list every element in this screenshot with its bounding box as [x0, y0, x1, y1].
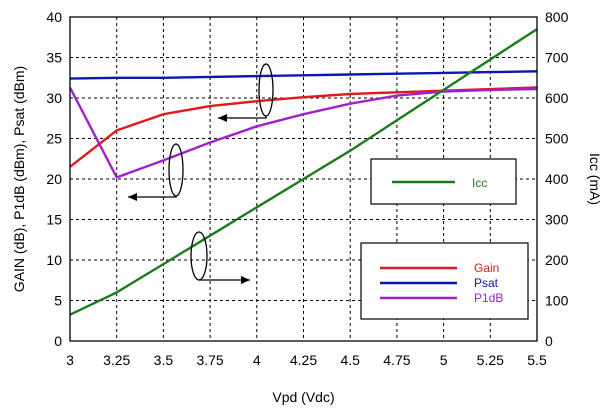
x-tick-label: 5.25 — [477, 352, 504, 368]
series-layer — [68, 28, 538, 316]
x-tick-label: 5.5 — [527, 352, 547, 368]
y-right-tick-label: 600 — [545, 90, 569, 106]
legend-label-psat: Psat — [474, 276, 499, 290]
x-axis-label: Vpd (Vdc) — [272, 389, 334, 405]
y-left-tick-label: 25 — [46, 131, 62, 147]
y-right-tick-label: 500 — [545, 131, 569, 147]
series-line-icc — [69, 28, 538, 316]
legend-icc: Icc — [370, 158, 517, 205]
legend-label-icc: Icc — [472, 176, 487, 190]
p1db-arrow — [128, 193, 177, 201]
y-right-tick-label: 400 — [545, 171, 569, 187]
y-left-tick-label: 5 — [54, 293, 62, 309]
x-tick-label: 4 — [253, 352, 261, 368]
y-axis-right-label: Icc (mA) — [587, 153, 602, 205]
x-tick-label: 4.75 — [383, 352, 410, 368]
legend-label-p1db: P1dB — [474, 291, 503, 305]
x-tick-label: 3.5 — [154, 352, 174, 368]
y-axis-left-label: GAIN (dB), P1dB (dBm), Psat (dBm) — [11, 66, 27, 292]
y-right-tick-label: 100 — [545, 293, 569, 309]
y-right-tick-label: 200 — [545, 252, 569, 268]
y-right-tick-label: 700 — [545, 50, 569, 66]
x-tick-label: 3.75 — [196, 352, 223, 368]
x-tick-label: 3 — [66, 352, 74, 368]
legend-label-gain: Gain — [474, 261, 499, 275]
plot-frame — [69, 16, 538, 342]
gain-psat-arrow — [218, 114, 267, 122]
y-left-tick-label: 10 — [46, 252, 62, 268]
tick-labels: 3 3.25 3.5 3.75 4 4.25 4.5 4.75 5 5.25 5.5 0 5 10 15 20… — [46, 9, 568, 368]
y-right-tick-label: 300 — [545, 212, 569, 228]
icc-arrow — [199, 276, 250, 284]
y-left-tick-label: 0 — [54, 333, 62, 349]
y-right-tick-label: 800 — [545, 9, 569, 25]
y-left-tick-label: 40 — [46, 9, 62, 25]
x-tick-label: 4.25 — [290, 352, 317, 368]
y-right-tick-label: 0 — [545, 333, 553, 349]
y-left-tick-label: 30 — [46, 90, 62, 106]
series-line-p1db — [68, 86, 538, 179]
series-line-psat — [69, 70, 538, 80]
y-left-tick-label: 20 — [46, 171, 62, 187]
y-left-tick-label: 35 — [46, 50, 62, 66]
y-left-tick-label: 15 — [46, 212, 62, 228]
x-tick-label: 5 — [440, 352, 448, 368]
x-tick-label: 4.5 — [340, 352, 360, 368]
x-tick-label: 3.25 — [103, 352, 130, 368]
annotations — [128, 63, 274, 284]
